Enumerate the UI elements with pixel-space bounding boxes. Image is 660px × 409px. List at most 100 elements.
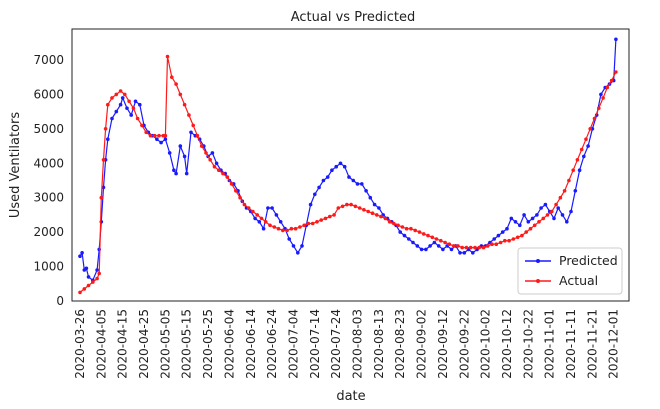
- data-point: [199, 144, 204, 148]
- data-point: [528, 226, 533, 231]
- data-point: [212, 164, 217, 169]
- data-point: [554, 202, 558, 207]
- data-point: [530, 216, 535, 221]
- x-tick-label: 2020-03-26: [73, 309, 87, 379]
- legend-item-predicted: Predicted: [525, 253, 618, 268]
- legend: Predicted Actual: [517, 247, 623, 295]
- data-point: [174, 82, 178, 86]
- data-point: [319, 218, 324, 222]
- x-tick-label: 2020-11-01: [543, 309, 557, 379]
- x-tick-label: 2020-06-24: [265, 309, 279, 379]
- data-point: [543, 202, 548, 207]
- data-point: [78, 290, 82, 295]
- data-point: [556, 206, 560, 210]
- x-tick-label: 2020-04-05: [94, 309, 108, 379]
- data-point: [338, 161, 343, 166]
- data-point: [152, 133, 157, 138]
- data-point: [95, 268, 99, 272]
- data-point: [503, 238, 507, 243]
- data-point: [255, 213, 259, 217]
- data-point: [285, 228, 289, 233]
- data-point: [178, 144, 183, 148]
- data-point: [330, 168, 334, 172]
- data-point: [184, 171, 189, 176]
- legend-item-actual: Actual: [525, 273, 598, 288]
- data-point: [518, 223, 522, 228]
- x-tick-label: 2020-05-25: [201, 309, 215, 379]
- data-point: [539, 206, 543, 210]
- data-point: [364, 189, 368, 193]
- data-point: [577, 168, 582, 172]
- data-point: [306, 221, 311, 226]
- data-point: [383, 216, 388, 221]
- x-tick-label: 2020-06-04: [222, 309, 236, 379]
- x-tick-label: 2020-09-02: [415, 309, 429, 379]
- data-point: [293, 226, 298, 231]
- data-point: [370, 211, 375, 215]
- data-point: [229, 182, 234, 186]
- data-point: [400, 225, 405, 229]
- y-tick-label: 6000: [33, 87, 64, 101]
- data-point: [189, 130, 193, 135]
- data-point: [486, 244, 490, 248]
- data-point: [274, 213, 279, 217]
- data-point: [296, 251, 300, 255]
- data-point: [597, 106, 601, 110]
- data-point: [272, 225, 277, 229]
- data-point: [182, 154, 187, 159]
- legend-marker: [536, 279, 540, 283]
- data-point: [317, 185, 321, 190]
- data-point: [163, 137, 168, 141]
- data-point: [340, 204, 345, 209]
- data-point: [362, 208, 366, 212]
- data-point: [460, 245, 465, 250]
- data-point: [443, 240, 447, 245]
- data-point: [545, 213, 550, 217]
- data-point: [511, 237, 516, 241]
- data-point: [221, 171, 225, 176]
- data-point: [276, 226, 281, 231]
- data-point: [351, 178, 356, 183]
- x-tick-label: 2020-10-12: [500, 309, 514, 379]
- data-point: [498, 240, 503, 245]
- data-point: [432, 240, 437, 245]
- data-point: [417, 230, 422, 234]
- data-point: [490, 242, 494, 246]
- y-tick-label: 1000: [33, 260, 64, 274]
- data-point: [360, 182, 364, 186]
- data-point: [532, 223, 537, 228]
- series-line: [79, 56, 617, 293]
- data-point: [133, 99, 138, 104]
- data-point: [106, 102, 110, 107]
- data-point: [458, 251, 462, 255]
- data-point: [157, 133, 161, 138]
- data-point: [387, 220, 392, 224]
- data-point: [588, 127, 592, 131]
- data-point: [187, 113, 191, 117]
- data-point: [127, 99, 131, 104]
- data-point: [103, 127, 108, 131]
- data-point: [287, 237, 292, 241]
- x-tick-label: 2020-05-15: [180, 309, 194, 379]
- data-point: [110, 116, 114, 121]
- data-point: [552, 216, 556, 221]
- data-point: [447, 242, 452, 246]
- data-point: [178, 92, 183, 97]
- data-point: [191, 123, 195, 128]
- legend-marker: [536, 259, 540, 263]
- data-point: [569, 209, 573, 214]
- data-point: [106, 137, 110, 141]
- data-point: [357, 206, 362, 210]
- y-tick-label: 2000: [33, 225, 64, 239]
- data-point: [101, 158, 106, 162]
- data-point: [159, 140, 163, 145]
- data-point: [605, 85, 610, 90]
- data-point: [614, 70, 618, 74]
- data-point: [278, 220, 283, 224]
- y-tick-label: 3000: [33, 191, 64, 205]
- x-tick-label: 2020-08-23: [393, 309, 407, 379]
- data-point: [342, 164, 347, 169]
- x-tick-label: 2020-06-14: [244, 309, 258, 379]
- data-point: [328, 214, 332, 219]
- data-point: [204, 151, 208, 155]
